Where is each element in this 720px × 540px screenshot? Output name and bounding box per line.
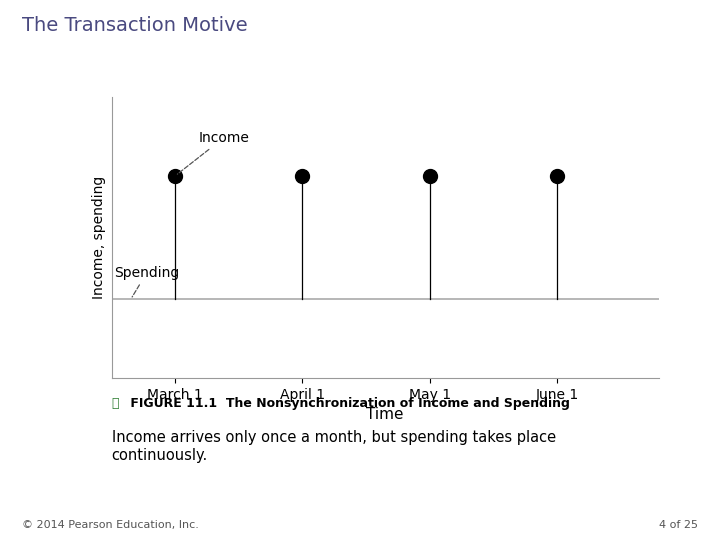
Point [169, 172, 181, 180]
Text: 4 of 25: 4 of 25 [660, 520, 698, 530]
Point [552, 172, 563, 180]
Text: ⓘ: ⓘ [112, 397, 119, 410]
Y-axis label: Income, spending: Income, spending [92, 176, 106, 299]
Text: FIGURE 11.1  The Nonsynchronization of Income and Spending: FIGURE 11.1 The Nonsynchronization of In… [126, 397, 570, 410]
Text: Spending: Spending [114, 266, 179, 297]
Point [424, 172, 436, 180]
X-axis label: Time: Time [366, 407, 404, 422]
Text: The Transaction Motive: The Transaction Motive [22, 16, 247, 35]
Text: © 2014 Pearson Education, Inc.: © 2014 Pearson Education, Inc. [22, 520, 199, 530]
Text: Income arrives only once a month, but spending takes place
continuously.: Income arrives only once a month, but sp… [112, 430, 556, 463]
Text: Income: Income [177, 131, 249, 174]
Point [297, 172, 308, 180]
